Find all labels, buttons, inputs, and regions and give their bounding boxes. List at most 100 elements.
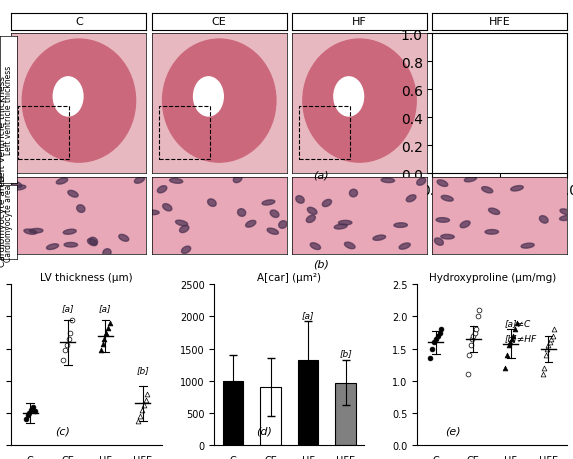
Text: (e): (e) (445, 426, 461, 436)
Point (62, 342, 72, 349)
Text: CE: CE (212, 17, 226, 27)
Ellipse shape (135, 177, 144, 184)
Text: HF: HF (352, 17, 367, 27)
Ellipse shape (103, 249, 111, 257)
Text: Cardiomyocyte area: Cardiomyocyte area (0, 175, 7, 266)
Point (548, 332, 558, 340)
Ellipse shape (307, 208, 317, 215)
Point (470, 329, 480, 336)
Ellipse shape (560, 209, 572, 215)
Bar (260, 387, 281, 445)
Ellipse shape (560, 216, 572, 221)
Point (433, 332, 442, 340)
Bar (298, 360, 319, 445)
Point (141, 397, 150, 404)
Ellipse shape (64, 243, 77, 247)
Ellipse shape (521, 244, 534, 249)
Point (143, 390, 152, 397)
Point (543, 345, 552, 353)
Text: (b): (b) (313, 259, 329, 269)
Point (505, 339, 515, 346)
Ellipse shape (175, 221, 187, 226)
Point (545, 339, 555, 346)
Text: (c): (c) (56, 426, 70, 436)
Ellipse shape (119, 235, 129, 242)
Ellipse shape (146, 211, 159, 215)
Point (511, 326, 520, 333)
Text: [a]: [a] (302, 310, 315, 319)
Ellipse shape (88, 239, 97, 246)
Ellipse shape (350, 190, 358, 197)
Ellipse shape (246, 221, 256, 228)
Ellipse shape (278, 221, 287, 229)
Point (68, 316, 77, 324)
Point (101, 329, 111, 336)
Text: C: C (75, 17, 83, 27)
Point (23, 411, 32, 419)
Ellipse shape (68, 191, 78, 198)
Text: Left ventricle thickness: Left ventricle thickness (4, 66, 13, 155)
Point (504, 342, 513, 349)
Text: Cardiomyocyte area: Cardiomyocyte area (4, 184, 13, 261)
Point (58, 357, 68, 364)
Ellipse shape (539, 216, 548, 224)
Ellipse shape (10, 182, 22, 188)
Ellipse shape (158, 186, 167, 193)
Point (30, 408, 40, 415)
Title: A[car] (μm²): A[car] (μm²) (257, 273, 321, 283)
Text: [a]: [a] (99, 303, 112, 312)
Ellipse shape (89, 238, 97, 245)
Point (426, 355, 435, 362)
Text: (d): (d) (256, 426, 272, 436)
Point (25, 409, 34, 417)
Ellipse shape (238, 209, 246, 217)
Point (503, 352, 512, 359)
Point (474, 307, 484, 314)
Text: [b]: [b] (339, 348, 352, 357)
Point (472, 326, 481, 333)
Ellipse shape (381, 179, 395, 183)
Ellipse shape (262, 201, 275, 206)
Ellipse shape (339, 221, 352, 225)
Point (547, 336, 556, 343)
Ellipse shape (29, 229, 43, 234)
Ellipse shape (303, 40, 416, 163)
Ellipse shape (233, 176, 242, 183)
Title: LV thickness (μm): LV thickness (μm) (40, 273, 133, 283)
Ellipse shape (22, 40, 136, 163)
Point (512, 319, 521, 327)
Point (541, 352, 550, 359)
Text: [b]: [b] (136, 366, 150, 375)
Ellipse shape (207, 199, 216, 207)
Bar (335, 383, 356, 445)
Text: Left ventricle thickness: Left ventricle thickness (0, 76, 7, 181)
Text: [a]≠C
[b]≠HF: [a]≠C [b]≠HF (504, 319, 536, 342)
Ellipse shape (373, 235, 386, 241)
Ellipse shape (482, 187, 493, 194)
Ellipse shape (485, 230, 499, 235)
Ellipse shape (460, 221, 470, 228)
Ellipse shape (399, 243, 410, 250)
Text: HFE: HFE (489, 17, 511, 27)
Point (544, 342, 553, 349)
Point (98, 341, 107, 348)
Ellipse shape (77, 205, 85, 213)
Ellipse shape (322, 200, 332, 207)
Point (538, 371, 547, 378)
Point (104, 325, 113, 332)
Point (501, 364, 510, 372)
Ellipse shape (46, 244, 58, 250)
Point (507, 336, 516, 343)
Point (509, 332, 518, 340)
Title: Hydroxyproline (μm/mg): Hydroxyproline (μm/mg) (429, 273, 556, 283)
Ellipse shape (334, 78, 363, 117)
Point (21, 416, 30, 423)
Ellipse shape (63, 230, 76, 235)
Ellipse shape (436, 218, 450, 223)
Ellipse shape (163, 40, 276, 163)
Ellipse shape (489, 209, 500, 215)
Ellipse shape (170, 179, 183, 184)
Point (138, 406, 147, 414)
Point (435, 329, 444, 336)
Ellipse shape (394, 224, 407, 228)
